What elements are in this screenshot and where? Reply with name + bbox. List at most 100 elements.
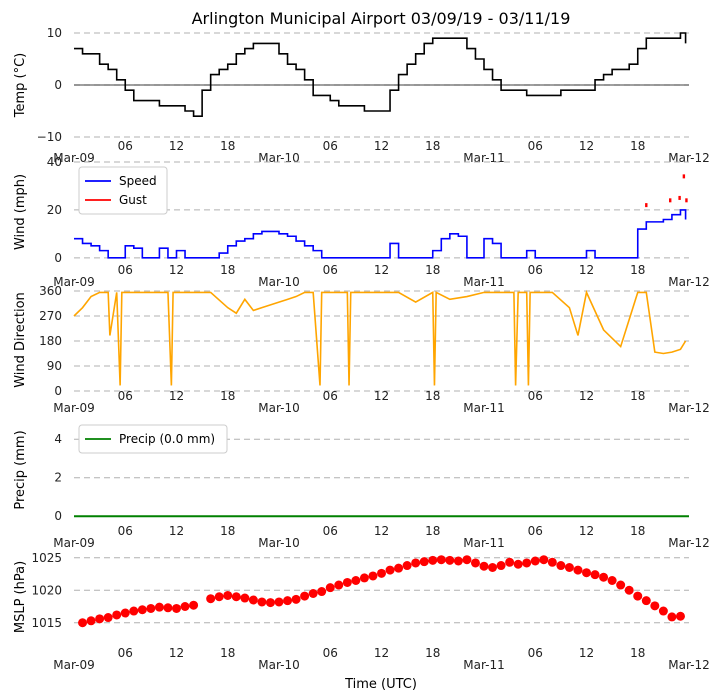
mslp-point xyxy=(564,563,574,572)
mslp-x-tick-label: Mar-12 xyxy=(668,658,709,672)
mslp-point xyxy=(103,613,113,623)
wdir-x-tick-label: 06 xyxy=(528,389,543,403)
mslp-point xyxy=(137,605,147,615)
precip-x-tick-label: Mar-11 xyxy=(463,536,504,550)
mslp-x-tick-label: Mar-10 xyxy=(258,658,299,672)
wind-x-tick-label: Mar-09 xyxy=(53,275,94,289)
precip-y-axis-label: Precip (mm) xyxy=(13,430,28,509)
wind-y-tick-label: 0 xyxy=(54,251,62,265)
mslp-point xyxy=(616,580,626,590)
precip-x-tick-label: 06 xyxy=(323,524,338,538)
precip-x-tick-label: Mar-12 xyxy=(668,536,709,550)
mslp-x-tick-label: 06 xyxy=(323,646,338,660)
precip-x-tick-label: 18 xyxy=(220,524,235,538)
mslp-x-tick-label: 12 xyxy=(579,646,594,660)
mslp-point xyxy=(231,592,241,602)
mslp-point xyxy=(582,568,591,578)
mslp-point xyxy=(428,555,438,565)
mslp-point xyxy=(402,561,412,571)
mslp-y-axis-label: MSLP (hPa) xyxy=(13,561,28,633)
temp-x-tick-label: 12 xyxy=(169,139,184,153)
temp-x-tick-label: 06 xyxy=(323,139,338,153)
wdir-x-tick-label: 12 xyxy=(169,389,184,403)
precip-x-tick-label: 12 xyxy=(374,524,389,538)
mslp-point xyxy=(513,559,523,569)
mslp-point xyxy=(573,565,583,575)
mslp-point xyxy=(163,603,173,613)
mslp-point xyxy=(129,606,139,616)
temp-x-tick-label: 12 xyxy=(579,139,594,153)
wdir-y-tick-label: 270 xyxy=(39,309,62,323)
mslp-point xyxy=(633,591,643,601)
mslp-point xyxy=(274,597,284,607)
temp-x-tick-label: Mar-11 xyxy=(463,151,504,165)
gust-mark xyxy=(678,195,681,200)
mslp-point xyxy=(547,557,557,567)
mslp-point xyxy=(95,614,105,624)
wind-x-tick-label: 12 xyxy=(374,263,389,277)
wdir-y-tick-label: 0 xyxy=(54,384,62,398)
temp-x-tick-label: 18 xyxy=(425,139,440,153)
mslp-y-tick-label: 1025 xyxy=(31,551,62,565)
wind-y-tick-label: 40 xyxy=(47,155,62,169)
mslp-point xyxy=(470,558,480,568)
wdir-x-tick-label: Mar-09 xyxy=(53,401,94,415)
mslp-point xyxy=(530,556,540,566)
wdir-x-tick-label: 18 xyxy=(425,389,440,403)
mslp-x-tick-label: 12 xyxy=(169,646,184,660)
wdir-x-tick-label: 12 xyxy=(374,389,389,403)
gust-mark xyxy=(645,203,648,208)
wdir-y-axis-label: Wind Direction xyxy=(13,292,28,388)
wdir-x-tick-label: 06 xyxy=(118,389,133,403)
mslp-point xyxy=(641,596,651,606)
wdir-x-tick-label: Mar-12 xyxy=(668,401,709,415)
wind-x-tick-label: 06 xyxy=(323,263,338,277)
precip-x-tick-label: 18 xyxy=(425,524,440,538)
mslp-point xyxy=(317,587,327,597)
mslp-x-tick-label: Mar-11 xyxy=(463,658,504,672)
wind-legend-label: Speed xyxy=(119,174,157,188)
temp-x-tick-label: 06 xyxy=(118,139,133,153)
wind-y-axis-label: Wind (mph) xyxy=(13,174,28,250)
mslp-point xyxy=(667,612,677,622)
mslp-point xyxy=(325,583,335,593)
mslp-point xyxy=(240,593,250,603)
precip-x-tick-label: 18 xyxy=(630,524,645,538)
wind-legend-box xyxy=(78,166,168,215)
precip-x-tick-label: Mar-09 xyxy=(53,536,94,550)
temp-x-tick-label: Mar-10 xyxy=(258,151,299,165)
mslp-point xyxy=(334,580,344,590)
mslp-point xyxy=(300,591,310,601)
temp-y-tick-label: −10 xyxy=(37,130,62,144)
precip-x-tick-label: 12 xyxy=(169,524,184,538)
temp-x-tick-label: Mar-12 xyxy=(668,151,709,165)
temp-x-tick-label: 12 xyxy=(374,139,389,153)
precip-y-tick-label: 2 xyxy=(54,471,62,485)
wind-x-tick-label: Mar-10 xyxy=(258,275,299,289)
mslp-point xyxy=(189,600,199,610)
mslp-point xyxy=(359,573,369,583)
wind-series-line xyxy=(74,209,687,259)
mslp-x-tick-label: 06 xyxy=(118,646,133,660)
mslp-point xyxy=(154,602,164,612)
mslp-point xyxy=(308,589,318,598)
mslp-point xyxy=(265,598,275,608)
mslp-point xyxy=(624,585,634,595)
mslp-point xyxy=(385,565,395,575)
mslp-point xyxy=(411,558,421,568)
mslp-point xyxy=(436,555,446,565)
x-axis-label: Time (UTC) xyxy=(344,677,417,692)
mslp-point xyxy=(522,558,532,568)
mslp-point xyxy=(650,601,660,611)
wdir-x-tick-label: 18 xyxy=(220,389,235,403)
mslp-point xyxy=(377,568,386,578)
mslp-point xyxy=(539,555,549,565)
temp-y-tick-label: 0 xyxy=(54,78,62,92)
wind-x-tick-label: 06 xyxy=(528,263,543,277)
mslp-y-tick-label: 1015 xyxy=(31,616,62,630)
mslp-point xyxy=(172,603,181,613)
precip-y-tick-label: 0 xyxy=(54,509,62,523)
mslp-x-tick-label: 18 xyxy=(220,646,235,660)
temp-y-axis-label: Temp (°C) xyxy=(13,53,28,119)
